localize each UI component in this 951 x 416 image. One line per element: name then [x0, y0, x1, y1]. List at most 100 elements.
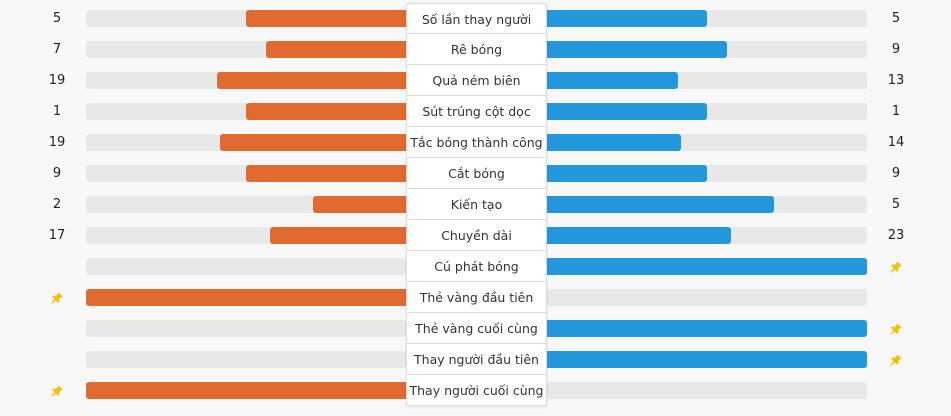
away-value: 5 [891, 11, 901, 26]
away-bar-fill [547, 351, 867, 368]
stat-label: Thẻ vàng đầu tiên [406, 282, 547, 313]
home-bar-fill [217, 72, 406, 89]
home-bar-fill [266, 41, 406, 58]
away-bar-fill [547, 258, 867, 275]
away-bar-fill [547, 10, 707, 27]
home-bar-track [86, 196, 406, 213]
home-bar-track [86, 165, 406, 182]
away-value: 23 [887, 228, 905, 243]
home-bar-track [86, 41, 406, 58]
home-bar-fill [246, 103, 406, 120]
home-bar-fill [86, 289, 406, 306]
stat-label: Thay người đầu tiên [406, 344, 547, 375]
home-bar-track [86, 72, 406, 89]
stat-label: Thẻ vàng cuối cùng [406, 313, 547, 344]
home-value: 17 [48, 228, 66, 243]
stat-label: Kiến tạo [406, 189, 547, 220]
stat-row: 7 Rê bóng 9 [0, 34, 951, 65]
away-value: 5 [891, 197, 901, 212]
stat-label: Quả ném biên [406, 65, 547, 96]
home-bar-fill [313, 196, 406, 213]
stat-label: Cú phát bóng [406, 251, 547, 282]
away-value [876, 282, 916, 313]
stat-row: 19 Quả ném biên 13 [0, 65, 951, 96]
pushpin-icon [889, 321, 903, 335]
home-value: 5 [52, 11, 62, 26]
stat-row: 1 Sút trúng cột dọc 1 [0, 96, 951, 127]
pushpin-icon [889, 259, 903, 273]
home-bar-fill [220, 134, 406, 151]
away-bar-fill [547, 196, 775, 213]
stat-row: 5 Số lần thay người 5 [0, 3, 951, 34]
home-value: 7 [52, 42, 62, 57]
away-bar-fill [547, 41, 727, 58]
stat-row: 2 Kiến tạo 5 [0, 189, 951, 220]
home-bar-fill [246, 165, 406, 182]
stat-row: Thẻ vàng đầu tiên [0, 282, 951, 313]
away-bar-track [547, 165, 867, 182]
away-bar-track [547, 134, 867, 151]
away-bar-track [547, 10, 867, 27]
stat-label: Tắc bóng thành công [406, 127, 547, 158]
pushpin-icon [50, 383, 64, 397]
home-bar-fill [270, 227, 406, 244]
stat-row: 19 Tắc bóng thành công 14 [0, 127, 951, 158]
home-bar-track [86, 227, 406, 244]
away-bar-track [547, 320, 867, 337]
away-bar-fill [547, 227, 731, 244]
away-bar-track [547, 72, 867, 89]
home-bar-track [86, 258, 406, 275]
home-bar-track [86, 134, 406, 151]
away-bar-track [547, 258, 867, 275]
stat-row: Cú phát bóng [0, 251, 951, 282]
stat-row: 17 Chuyền dài 23 [0, 220, 951, 251]
away-value: 13 [887, 73, 905, 88]
home-value: 19 [48, 73, 66, 88]
stat-label: Số lần thay người [406, 3, 547, 34]
away-value: 14 [887, 135, 905, 150]
away-bar-track [547, 382, 867, 399]
home-bar-track [86, 382, 406, 399]
home-bar-track [86, 351, 406, 368]
stat-row: Thẻ vàng cuối cùng [0, 313, 951, 344]
away-bar-track [547, 289, 867, 306]
away-bar-track [547, 41, 867, 58]
home-value [37, 344, 77, 375]
stat-label: Cắt bóng [406, 158, 547, 189]
away-bar-fill [547, 134, 682, 151]
away-bar-track [547, 103, 867, 120]
away-value: 1 [891, 104, 901, 119]
stat-row: Thay người đầu tiên [0, 344, 951, 375]
home-bar-fill [86, 382, 406, 399]
away-bar-fill [547, 72, 679, 89]
home-bar-track [86, 10, 406, 27]
away-value [876, 375, 916, 406]
away-bar-track [547, 196, 867, 213]
home-bar-track [86, 289, 406, 306]
away-value: 9 [891, 166, 901, 181]
away-bar-fill [547, 165, 707, 182]
stat-label: Rê bóng [406, 34, 547, 65]
away-bar-fill [547, 103, 707, 120]
home-value [37, 313, 77, 344]
away-bar-track [547, 227, 867, 244]
home-value: 2 [52, 197, 62, 212]
stat-label: Thay người cuối cùng [406, 375, 547, 406]
home-bar-track [86, 103, 406, 120]
home-value: 1 [52, 104, 62, 119]
home-bar-fill [246, 10, 406, 27]
home-value: 9 [52, 166, 62, 181]
stat-label: Chuyền dài [406, 220, 547, 251]
stat-label: Sút trúng cột dọc [406, 96, 547, 127]
home-value: 19 [48, 135, 66, 150]
pushpin-icon [50, 290, 64, 304]
home-bar-track [86, 320, 406, 337]
pushpin-icon [889, 352, 903, 366]
home-value [37, 251, 77, 282]
stat-row: Thay người cuối cùng [0, 375, 951, 406]
away-bar-track [547, 351, 867, 368]
away-value: 9 [891, 42, 901, 57]
stat-row: 9 Cắt bóng 9 [0, 158, 951, 189]
away-bar-fill [547, 320, 867, 337]
